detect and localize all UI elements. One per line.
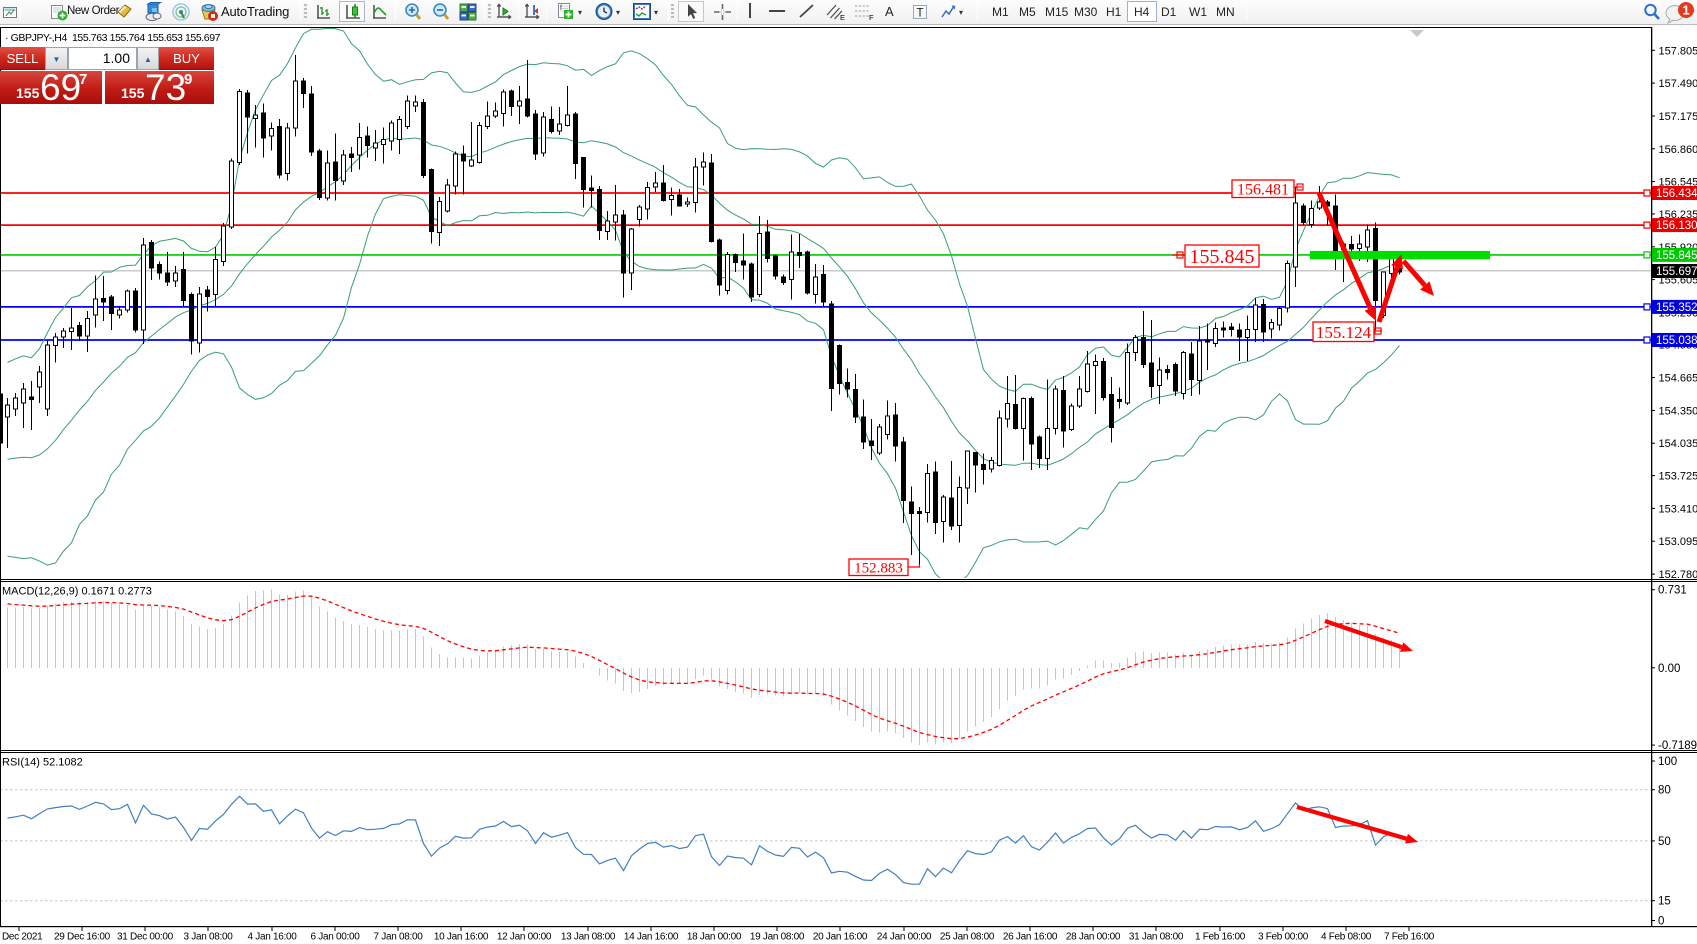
svg-text:E: E bbox=[840, 13, 845, 21]
svg-text:31 Jan 08:00: 31 Jan 08:00 bbox=[1129, 932, 1184, 943]
svg-text:14 Jan 16:00: 14 Jan 16:00 bbox=[624, 932, 679, 943]
svg-text:157.175: 157.175 bbox=[1659, 111, 1697, 123]
svg-text:25 Jan 08:00: 25 Jan 08:00 bbox=[940, 932, 995, 943]
svg-text:10 Jan 16:00: 10 Jan 16:00 bbox=[434, 932, 489, 943]
svg-text:0.731: 0.731 bbox=[1658, 585, 1687, 597]
svg-text:7 Feb 16:00: 7 Feb 16:00 bbox=[1384, 932, 1435, 943]
svg-text:6 Jan 00:00: 6 Jan 00:00 bbox=[311, 932, 361, 943]
svg-text:80: 80 bbox=[1658, 785, 1671, 797]
svg-text:T: T bbox=[917, 8, 924, 20]
svg-text:20 Jan 16:00: 20 Jan 16:00 bbox=[813, 932, 868, 943]
svg-text:156.434: 156.434 bbox=[1656, 188, 1697, 200]
svg-text:153.725: 153.725 bbox=[1659, 471, 1697, 483]
svg-text:155.845: 155.845 bbox=[1656, 250, 1697, 262]
svg-text:3 Feb 00:00: 3 Feb 00:00 bbox=[1258, 932, 1309, 943]
svg-text:156.130: 156.130 bbox=[1656, 220, 1697, 232]
svg-text:-0.7189: -0.7189 bbox=[1658, 740, 1697, 752]
svg-text:28 Jan 00:00: 28 Jan 00:00 bbox=[1066, 932, 1121, 943]
svg-text:154.665: 154.665 bbox=[1659, 373, 1697, 385]
svg-text:154.035: 154.035 bbox=[1659, 438, 1697, 450]
svg-text:18 Jan 00:00: 18 Jan 00:00 bbox=[687, 932, 742, 943]
svg-text:f: f bbox=[560, 5, 562, 12]
svg-text:15: 15 bbox=[1658, 896, 1671, 908]
svg-text:156.860: 156.860 bbox=[1659, 144, 1697, 156]
svg-text:155.124: 155.124 bbox=[1316, 323, 1372, 342]
svg-text:1: 1 bbox=[1682, 3, 1689, 18]
svg-text:100: 100 bbox=[1658, 756, 1677, 768]
svg-text:4 Feb 08:00: 4 Feb 08:00 bbox=[1321, 932, 1372, 943]
svg-text:Dec 2021: Dec 2021 bbox=[2, 932, 43, 943]
svg-text:152.883: 152.883 bbox=[854, 561, 903, 577]
svg-text:154.350: 154.350 bbox=[1659, 405, 1697, 417]
svg-text:155.038: 155.038 bbox=[1656, 335, 1697, 347]
svg-text:3 Jan 08:00: 3 Jan 08:00 bbox=[184, 932, 234, 943]
svg-text:156.235: 156.235 bbox=[1659, 209, 1697, 221]
svg-text:F: F bbox=[869, 13, 874, 21]
svg-text:24 Jan 00:00: 24 Jan 00:00 bbox=[877, 932, 932, 943]
svg-text:157.490: 157.490 bbox=[1659, 78, 1697, 90]
svg-text:19 Jan 08:00: 19 Jan 08:00 bbox=[750, 932, 805, 943]
svg-text:12 Jan 00:00: 12 Jan 00:00 bbox=[497, 932, 552, 943]
svg-text:0: 0 bbox=[1658, 916, 1664, 928]
svg-text:156.481: 156.481 bbox=[1237, 182, 1289, 199]
svg-text:155.845: 155.845 bbox=[1190, 246, 1255, 268]
svg-text:155.352: 155.352 bbox=[1656, 302, 1697, 314]
svg-text:1 Feb 16:00: 1 Feb 16:00 bbox=[1195, 932, 1246, 943]
svg-text:7 Jan 08:00: 7 Jan 08:00 bbox=[374, 932, 424, 943]
svg-text:157.805: 157.805 bbox=[1659, 45, 1697, 57]
svg-text:156.545: 156.545 bbox=[1659, 177, 1697, 189]
svg-text:153.095: 153.095 bbox=[1659, 536, 1697, 548]
svg-text:152.780: 152.780 bbox=[1659, 569, 1697, 581]
svg-text:4 Jan 16:00: 4 Jan 16:00 bbox=[248, 932, 298, 943]
svg-text:0.00: 0.00 bbox=[1658, 663, 1680, 675]
svg-text:26 Jan 16:00: 26 Jan 16:00 bbox=[1003, 932, 1058, 943]
svg-text:155.697: 155.697 bbox=[1656, 266, 1697, 278]
svg-text:13 Jan 08:00: 13 Jan 08:00 bbox=[561, 932, 616, 943]
svg-text:50: 50 bbox=[1658, 836, 1671, 848]
svg-text:31 Dec 00:00: 31 Dec 00:00 bbox=[117, 932, 174, 943]
svg-text:MACD(12,26,9) 0.1671 0.2773: MACD(12,26,9) 0.1671 0.2773 bbox=[2, 586, 152, 598]
svg-text:153.410: 153.410 bbox=[1659, 503, 1697, 515]
svg-text:RSI(14) 52.1082: RSI(14) 52.1082 bbox=[2, 757, 83, 769]
svg-text:29 Dec 16:00: 29 Dec 16:00 bbox=[54, 932, 111, 943]
